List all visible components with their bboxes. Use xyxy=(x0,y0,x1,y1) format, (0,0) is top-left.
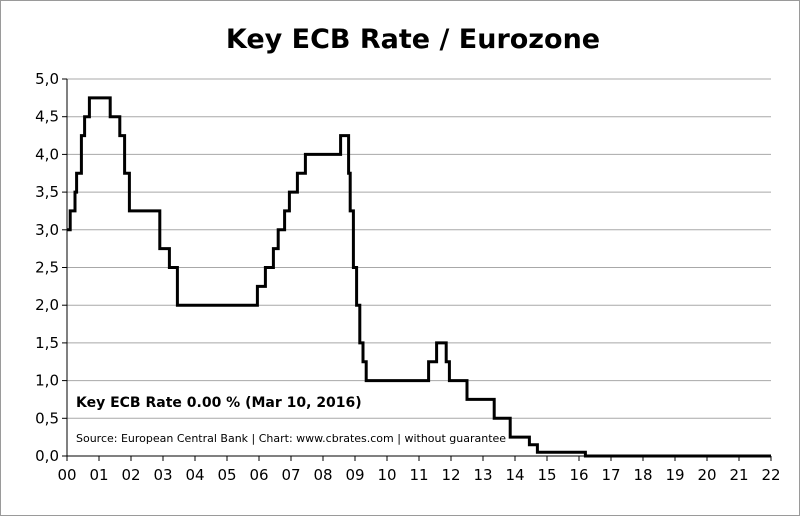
x-axis-ticks: 00 01 02 03 04 05 06 07 08 09 10 11 12 13 14 15 16 17 18 19… xyxy=(57,456,781,484)
source-note: Source: European Central Bank | Chart: w… xyxy=(76,432,506,445)
y-tick-label: 3,0 xyxy=(35,221,59,239)
x-tick-label: 19 xyxy=(665,466,684,484)
y-tick-label: 4,5 xyxy=(35,108,59,126)
y-tick-label: 1,0 xyxy=(35,372,59,390)
chart-title: Key ECB Rate / Eurozone xyxy=(226,24,600,55)
y-tick-label: 4,0 xyxy=(35,145,59,163)
x-tick-label: 21 xyxy=(729,466,748,484)
x-tick-label: 20 xyxy=(697,466,716,484)
y-axis-ticks: 0,0 0,5 1,0 1,5 2,0 2,5 3,0 3,5 4,0 4,5 5,0 xyxy=(35,70,67,465)
x-tick-label: 04 xyxy=(185,466,204,484)
current-rate-annotation: Key ECB Rate 0.00 % (Mar 10, 2016) xyxy=(76,395,362,411)
x-tick-label: 16 xyxy=(569,466,588,484)
y-tick-label: 2,5 xyxy=(35,259,59,277)
x-tick-label: 18 xyxy=(633,466,652,484)
x-tick-label: 07 xyxy=(281,466,300,484)
series-line-key-ecb-rate xyxy=(67,96,771,458)
x-tick-label: 06 xyxy=(249,466,268,484)
y-tick-label: 0,5 xyxy=(35,409,59,427)
x-tick-label: 01 xyxy=(89,466,108,484)
gridlines xyxy=(67,78,771,419)
x-tick-label: 17 xyxy=(601,466,620,484)
x-tick-label: 08 xyxy=(313,466,332,484)
x-tick-label: 03 xyxy=(153,466,172,484)
y-tick-label: 5,0 xyxy=(35,70,59,88)
x-tick-label: 12 xyxy=(441,466,460,484)
x-tick-label: 13 xyxy=(473,466,492,484)
x-tick-label: 05 xyxy=(217,466,236,484)
x-tick-label: 14 xyxy=(505,466,524,484)
x-tick-label: 00 xyxy=(57,466,76,484)
y-tick-label: 0,0 xyxy=(35,447,59,465)
x-tick-label: 22 xyxy=(761,466,780,484)
x-tick-label: 10 xyxy=(377,466,396,484)
y-tick-label: 1,5 xyxy=(35,334,59,352)
y-tick-label: 2,0 xyxy=(35,296,59,314)
y-tick-label: 3,5 xyxy=(35,183,59,201)
x-tick-label: 09 xyxy=(345,466,364,484)
x-tick-label: 11 xyxy=(409,466,428,484)
x-tick-label: 02 xyxy=(121,466,140,484)
x-tick-label: 15 xyxy=(537,466,556,484)
